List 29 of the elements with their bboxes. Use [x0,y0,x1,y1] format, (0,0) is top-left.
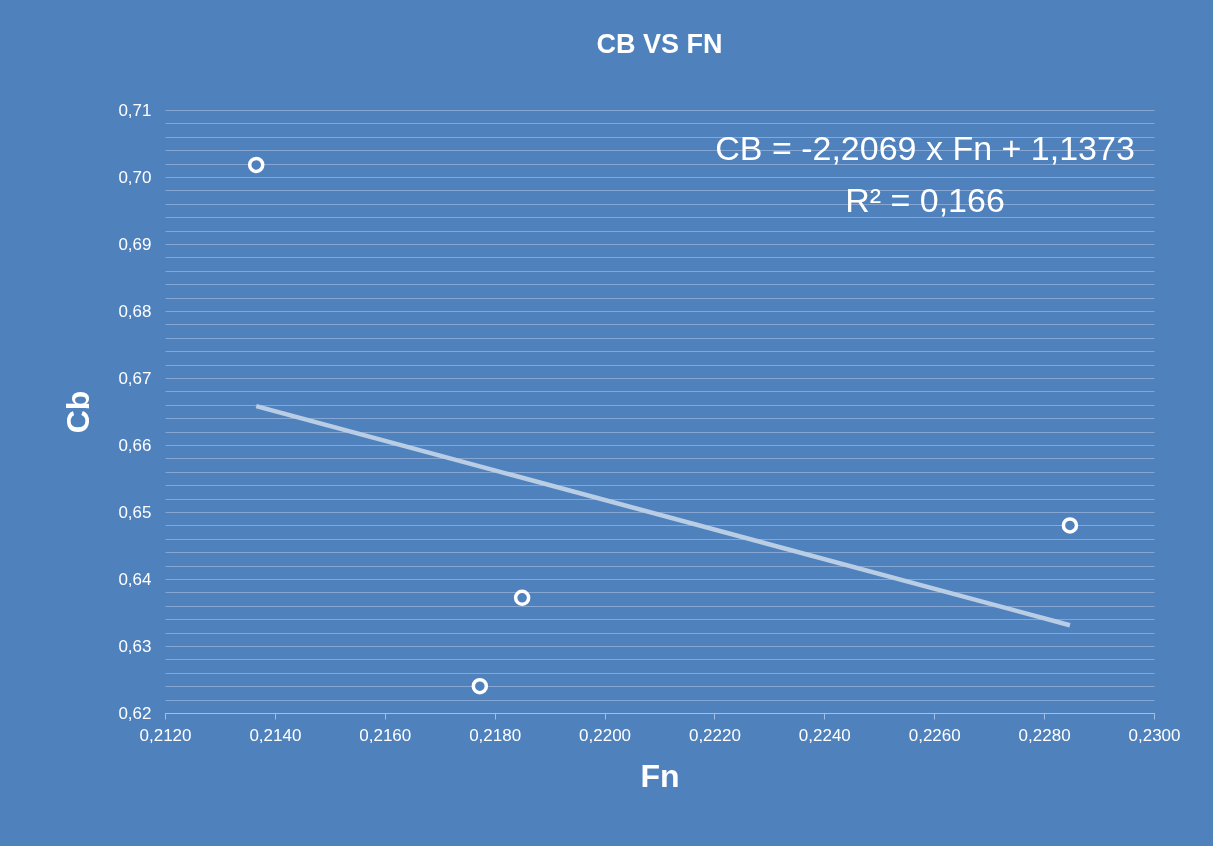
y-tick-label: 0,71 [118,100,152,120]
x-tick-label: 0,2240 [798,725,851,745]
x-tick-label: 0,2300 [1128,725,1181,745]
y-tick-label: 0,67 [118,368,152,388]
point [247,156,265,174]
x-tick-label: 0,2140 [249,725,302,745]
y-tick-label: 0,69 [118,234,152,254]
y-tick-label: 0,70 [118,167,152,187]
x-tick-label: 0,2220 [688,725,741,745]
y-tick-label: 0,68 [118,301,152,321]
x-tick-label: 0,2200 [579,725,632,745]
x-axis-title: Fn [640,757,680,794]
point [471,677,489,695]
x-tick-label: 0,2160 [359,725,412,745]
y-tick-label: 0,64 [118,569,152,589]
x-tick-label: 0,2260 [908,725,961,745]
annotation: R² = 0,166 [845,181,1005,219]
y-tick-label: 0,62 [118,703,152,723]
x-tick-label: 0,2120 [139,725,192,745]
y-tick-label: 0,65 [118,502,152,522]
y-tick-label: 0,66 [118,435,152,455]
chart-title: CB VS FN [596,29,723,59]
y-axis-title: Cb [60,390,97,434]
annotation: CB = -2,2069 x Fn + 1,1373 [715,129,1135,167]
point [1061,517,1079,534]
x-tick-label: 0,2280 [1018,725,1071,745]
point [513,589,531,607]
y-tick-label: 0,63 [118,636,152,656]
x-tick-label: 0,2180 [469,725,522,745]
